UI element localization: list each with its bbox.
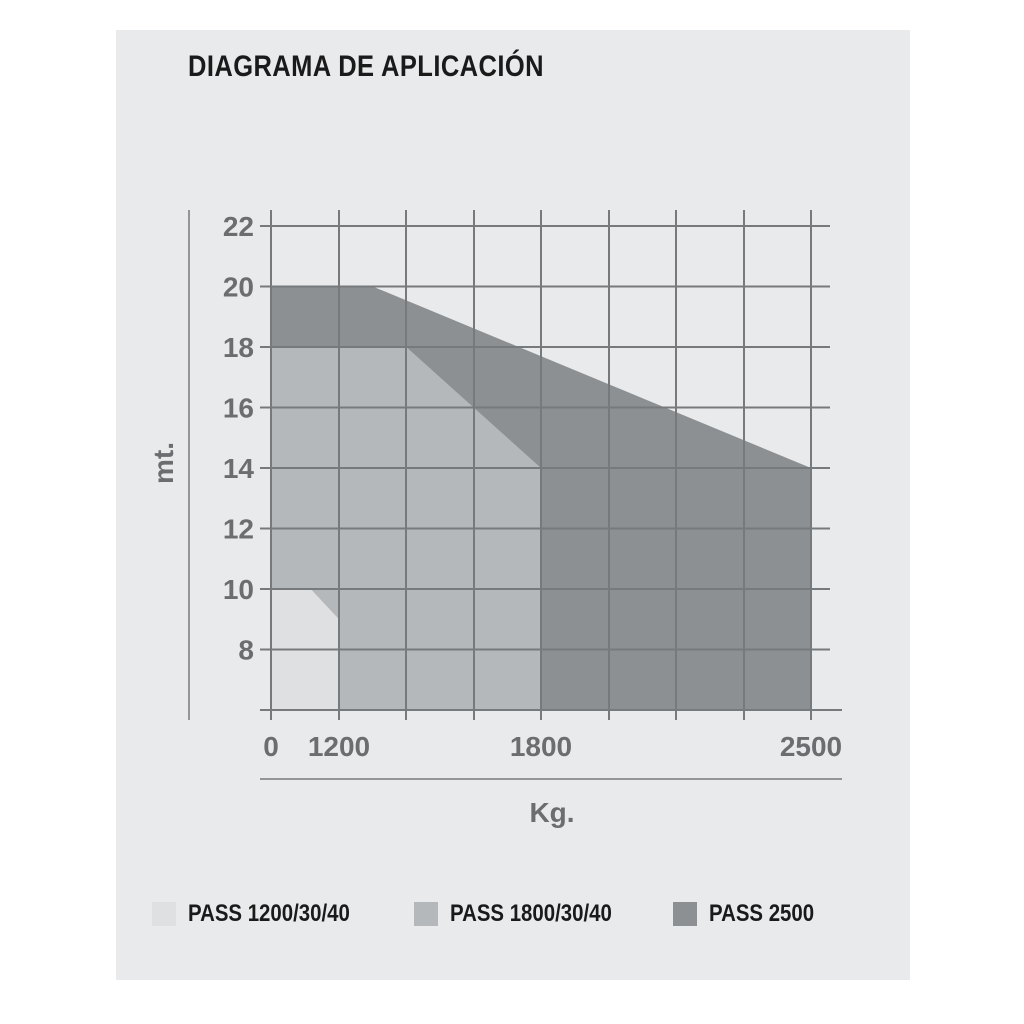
y-tick-label: 16: [223, 393, 254, 424]
chart-title: DIAGRAMA DE APLICACIÓN: [188, 50, 544, 83]
legend-item-pass-1200: PASS 1200/30/40: [152, 900, 378, 928]
chart-grid: [188, 210, 842, 780]
legend-item-pass-2500: PASS 2500: [673, 900, 833, 928]
x-axis-label: Kg.: [529, 797, 574, 828]
x-tick-label: 0: [263, 731, 279, 762]
legend-label-pass-2500: PASS 2500: [709, 900, 815, 927]
chart-labels: 8 10 12 14 16 18 20 22 0 1200 1800 2500 Kg. mt.: [148, 211, 842, 828]
y-tick-label: 8: [238, 635, 254, 666]
x-tick-label: 1800: [510, 731, 572, 762]
y-tick-label: 20: [223, 272, 254, 303]
y-tick-label: 10: [223, 574, 254, 605]
legend-swatch-pass-1200: [152, 902, 176, 926]
legend-swatch-pass-1800: [414, 902, 438, 926]
legend-swatch-pass-2500: [673, 902, 697, 926]
x-tick-label: 1200: [308, 731, 370, 762]
y-tick-label: 12: [223, 514, 254, 545]
y-tick-label: 14: [223, 453, 255, 484]
legend-label-pass-1200: PASS 1200/30/40: [188, 900, 350, 927]
y-axis-label: mt.: [148, 442, 179, 484]
legend-label-pass-1800: PASS 1800/30/40: [450, 900, 612, 927]
y-tick-label: 18: [223, 332, 254, 363]
x-tick-label: 2500: [780, 731, 842, 762]
y-tick-label: 22: [223, 211, 254, 242]
legend-item-pass-1800: PASS 1800/30/40: [414, 900, 640, 928]
